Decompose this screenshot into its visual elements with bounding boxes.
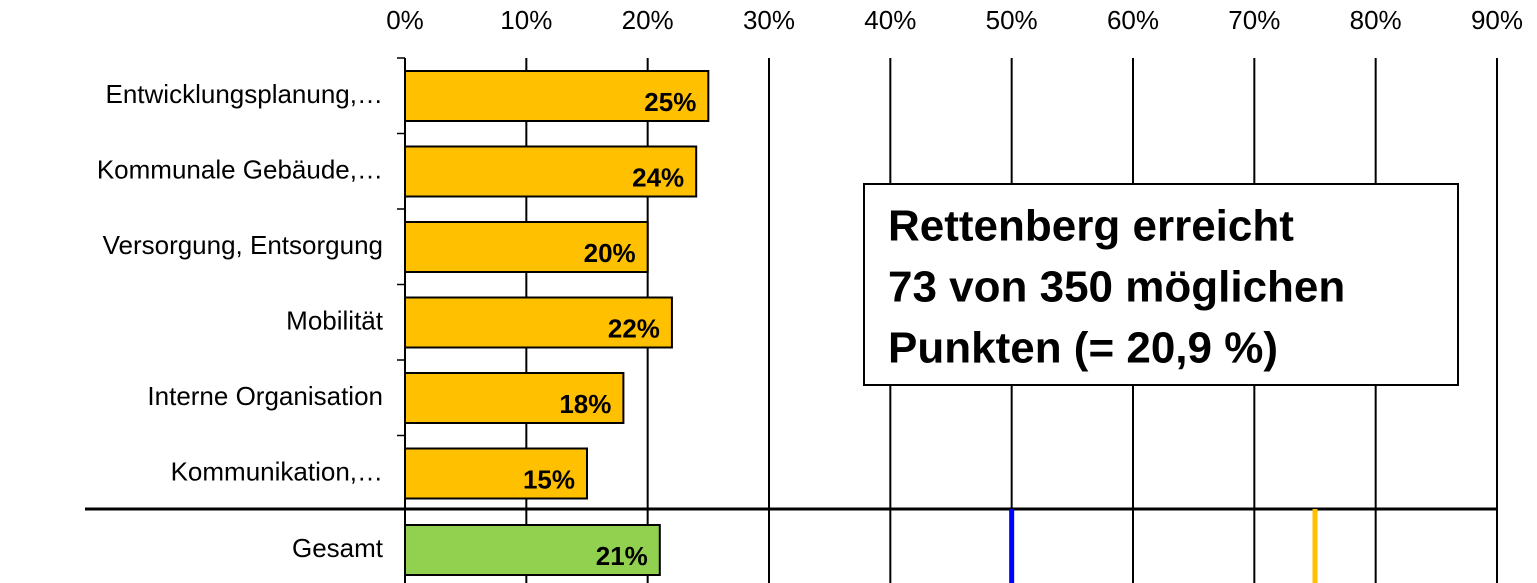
- x-tick-label: 90%: [1471, 5, 1523, 35]
- value-label: 22%: [608, 313, 660, 343]
- category-label: Versorgung, Entsorgung: [103, 230, 383, 260]
- x-tick-label: 80%: [1350, 5, 1402, 35]
- bar: [404, 524, 661, 576]
- bar: [404, 296, 673, 349]
- category-label: Gesamt: [292, 533, 384, 563]
- x-tick-label: 30%: [743, 5, 795, 35]
- value-label: 20%: [584, 238, 636, 268]
- bar: [404, 221, 649, 273]
- x-tick-label: 20%: [622, 5, 674, 35]
- annotation-box: [863, 183, 1459, 386]
- bar: [404, 447, 588, 500]
- x-tick-label: 40%: [864, 5, 916, 35]
- bar: [404, 145, 698, 198]
- x-tick-label: 10%: [500, 5, 552, 35]
- x-tick-label: 60%: [1107, 5, 1159, 35]
- category-label: Kommunale Gebäude,…: [97, 154, 383, 184]
- annotation-text: Rettenberg erreicht: [888, 202, 1294, 251]
- bar: [404, 372, 625, 424]
- value-label: 24%: [632, 162, 684, 192]
- annotation-text: Punkten (= 20,9 %): [888, 324, 1278, 373]
- category-label: Entwicklungsplanung,…: [106, 79, 384, 109]
- value-label: 18%: [559, 389, 611, 419]
- value-label: 21%: [596, 541, 648, 571]
- value-label: 25%: [644, 87, 696, 117]
- x-tick-label: 50%: [986, 5, 1038, 35]
- category-label: Mobilität: [286, 305, 384, 335]
- category-label: Kommunikation,…: [171, 456, 383, 486]
- x-tick-label: 0%: [386, 5, 424, 35]
- bar: [404, 70, 710, 122]
- annotation-text: 73 von 350 möglichen: [888, 263, 1345, 312]
- value-label: 15%: [523, 464, 575, 494]
- x-tick-label: 70%: [1228, 5, 1280, 35]
- category-label: Interne Organisation: [147, 381, 383, 411]
